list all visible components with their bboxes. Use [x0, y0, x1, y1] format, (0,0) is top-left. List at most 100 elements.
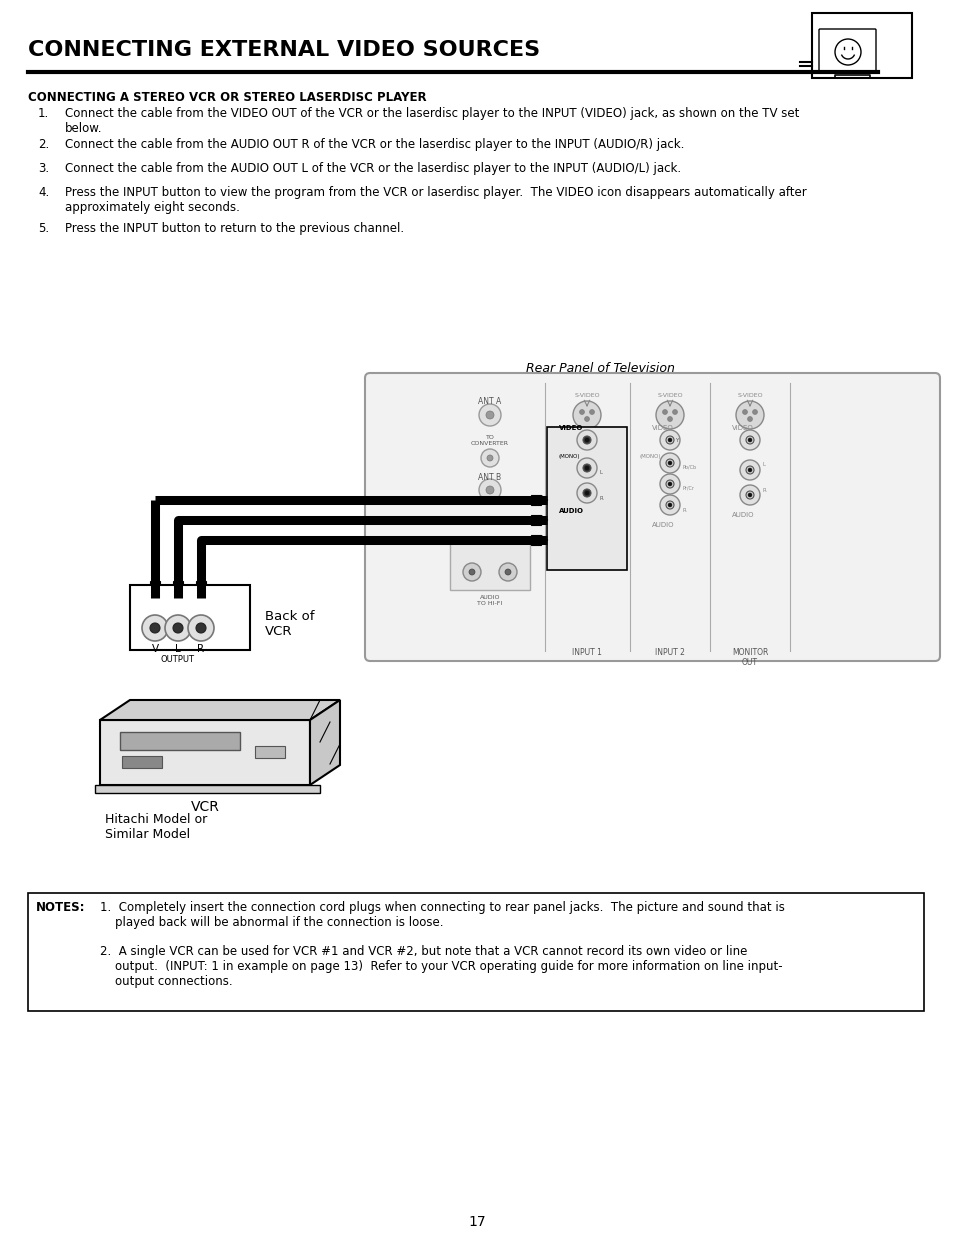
Bar: [150, 580, 160, 593]
Circle shape: [478, 479, 500, 501]
Text: L: L: [175, 643, 181, 655]
Circle shape: [462, 563, 480, 580]
Circle shape: [469, 569, 475, 576]
Text: OUTPUT: OUTPUT: [161, 655, 194, 664]
FancyBboxPatch shape: [818, 28, 875, 73]
Circle shape: [667, 482, 671, 487]
Polygon shape: [100, 700, 339, 720]
Circle shape: [747, 493, 751, 496]
Circle shape: [741, 410, 747, 415]
Circle shape: [589, 410, 594, 415]
Circle shape: [672, 410, 677, 415]
Circle shape: [740, 430, 760, 450]
Circle shape: [195, 622, 206, 634]
Circle shape: [745, 436, 753, 445]
Text: VIDEO: VIDEO: [651, 425, 673, 431]
Bar: [28, 893, 923, 1011]
Circle shape: [745, 466, 753, 474]
Text: R: R: [197, 643, 204, 655]
Circle shape: [172, 622, 183, 634]
Text: (MONO): (MONO): [639, 454, 660, 459]
Polygon shape: [310, 700, 339, 785]
Text: AUDIO
TO HI-FI: AUDIO TO HI-FI: [476, 595, 502, 606]
Text: VIDEO: VIDEO: [558, 425, 583, 431]
Circle shape: [747, 416, 752, 421]
Bar: [531, 535, 540, 545]
Text: ANT A: ANT A: [477, 396, 501, 406]
Bar: [95, 785, 319, 793]
Circle shape: [667, 503, 671, 508]
Circle shape: [665, 480, 673, 488]
Circle shape: [165, 615, 191, 641]
Circle shape: [478, 404, 500, 426]
Text: R: R: [682, 508, 686, 513]
Circle shape: [188, 615, 213, 641]
Circle shape: [659, 495, 679, 515]
Circle shape: [667, 438, 671, 442]
Text: NOTES:: NOTES:: [36, 902, 86, 914]
Circle shape: [577, 458, 597, 478]
Circle shape: [582, 436, 590, 445]
Circle shape: [584, 492, 588, 495]
Circle shape: [577, 430, 597, 450]
Text: TO
CONVERTER: TO CONVERTER: [471, 435, 509, 446]
Bar: [172, 580, 183, 593]
Circle shape: [485, 487, 494, 494]
Text: Back of
VCR: Back of VCR: [265, 610, 314, 638]
Text: S-VIDEO: S-VIDEO: [657, 393, 682, 398]
Text: 4.: 4.: [38, 186, 50, 199]
Bar: [531, 515, 540, 525]
Text: Connect the cable from the VIDEO OUT of the VCR or the laserdisc player to the I: Connect the cable from the VIDEO OUT of …: [65, 107, 799, 135]
Bar: [130, 585, 250, 650]
Circle shape: [661, 410, 667, 415]
Text: L: L: [762, 462, 765, 468]
FancyBboxPatch shape: [811, 14, 911, 78]
Circle shape: [582, 464, 590, 472]
Circle shape: [480, 450, 498, 467]
Text: CONNECTING EXTERNAL VIDEO SOURCES: CONNECTING EXTERNAL VIDEO SOURCES: [28, 40, 539, 61]
Circle shape: [573, 401, 600, 429]
Bar: [546, 427, 626, 571]
Text: AUDIO: AUDIO: [558, 508, 583, 514]
Circle shape: [584, 416, 589, 421]
Bar: [120, 732, 240, 750]
Text: 2.  A single VCR can be used for VCR #1 and VCR #2, but note that a VCR cannot r: 2. A single VCR can be used for VCR #1 a…: [100, 945, 781, 988]
Text: AUDIO: AUDIO: [731, 513, 754, 517]
Bar: [450, 542, 530, 590]
FancyBboxPatch shape: [365, 373, 939, 661]
Circle shape: [665, 501, 673, 509]
Text: VCR: VCR: [191, 800, 219, 814]
Bar: [254, 746, 285, 758]
Text: 2.: 2.: [38, 138, 50, 151]
Circle shape: [578, 410, 584, 415]
Circle shape: [745, 492, 753, 499]
Circle shape: [752, 410, 757, 415]
Circle shape: [584, 438, 588, 442]
Circle shape: [659, 430, 679, 450]
Text: V: V: [152, 643, 158, 655]
Bar: [100, 720, 310, 785]
Text: MONITOR
OUT: MONITOR OUT: [731, 648, 767, 667]
Text: S-VIDEO: S-VIDEO: [737, 393, 762, 398]
Circle shape: [665, 436, 673, 445]
Text: INPUT 1: INPUT 1: [572, 648, 601, 657]
Circle shape: [659, 453, 679, 473]
Bar: [195, 580, 206, 593]
Text: (MONO): (MONO): [558, 454, 579, 459]
Circle shape: [665, 459, 673, 467]
Text: L: L: [599, 471, 602, 475]
Circle shape: [747, 468, 751, 472]
Text: Hitachi Model or
Similar Model: Hitachi Model or Similar Model: [105, 813, 207, 841]
Circle shape: [498, 563, 517, 580]
Text: Press the INPUT button to return to the previous channel.: Press the INPUT button to return to the …: [65, 222, 404, 235]
Text: VIDEO: VIDEO: [731, 425, 753, 431]
Text: ANT B: ANT B: [478, 473, 501, 482]
Circle shape: [504, 569, 511, 576]
Circle shape: [659, 474, 679, 494]
Text: 3.: 3.: [38, 162, 49, 175]
Text: Connect the cable from the AUDIO OUT R of the VCR or the laserdisc player to the: Connect the cable from the AUDIO OUT R o…: [65, 138, 683, 151]
Circle shape: [747, 438, 751, 442]
Text: S-VIDEO: S-VIDEO: [574, 393, 599, 398]
Text: 1.: 1.: [38, 107, 50, 120]
Text: 17: 17: [468, 1215, 485, 1229]
